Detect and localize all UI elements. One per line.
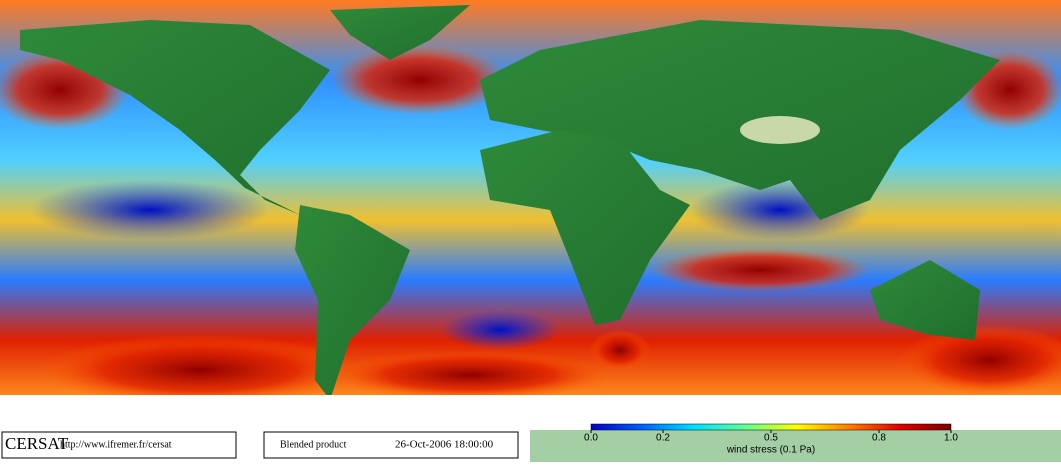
- continents: [20, 5, 1000, 400]
- colorbar-title: wind stress (0.1 Pa): [726, 445, 815, 456]
- credit-box: [1, 431, 237, 459]
- url: http://www.ifremer.fr/cersat: [60, 439, 172, 450]
- colorbar-tick-label: 0.8: [872, 433, 886, 444]
- datetime: 26-Oct-2006 18:00:00: [395, 439, 494, 451]
- colorbar-tick-label: 0.5: [764, 433, 778, 444]
- product: Blended product: [280, 439, 347, 450]
- logo: CERSAT: [5, 434, 69, 453]
- colorbar: [590, 423, 952, 431]
- colorbar-tick-label: 1.0: [944, 433, 958, 444]
- colorbar-tick-label: 0.0: [584, 433, 598, 444]
- colorbar-tick-label: 0.2: [656, 433, 670, 444]
- antarctic-land: [530, 430, 1061, 462]
- plateau: [740, 116, 820, 144]
- product-box: [263, 431, 519, 459]
